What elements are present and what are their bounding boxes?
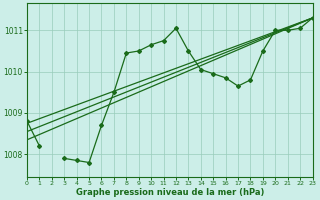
X-axis label: Graphe pression niveau de la mer (hPa): Graphe pression niveau de la mer (hPa)	[76, 188, 264, 197]
